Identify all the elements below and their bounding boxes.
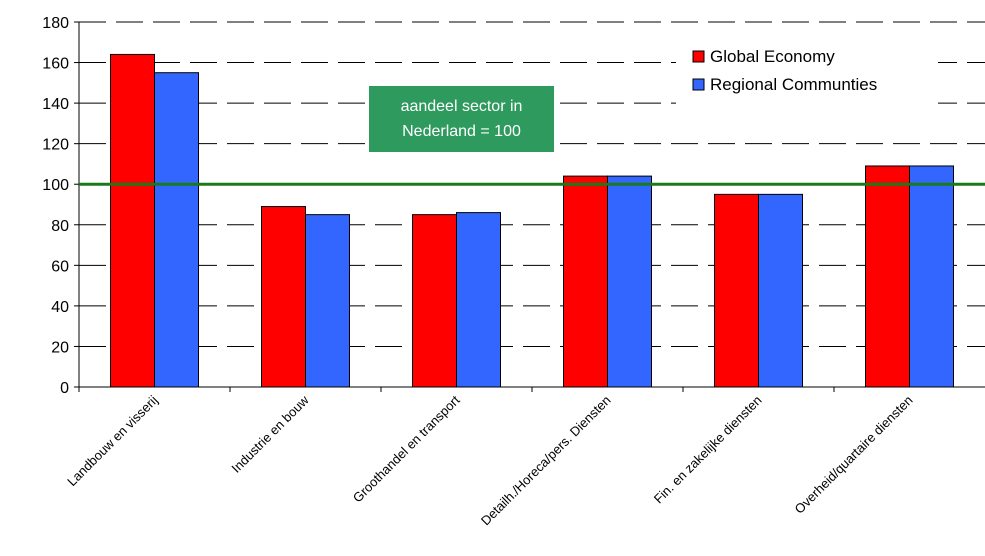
x-tick-label: Fin. en zakelijke diensten xyxy=(651,393,765,507)
x-tick-label: Groothandel en transport xyxy=(350,392,463,505)
axes xyxy=(78,22,985,392)
bar-global-economy xyxy=(714,193,759,388)
bar-regional-communties xyxy=(305,214,350,388)
bar-regional-communties xyxy=(607,175,652,388)
y-tick-label: 180 xyxy=(42,15,69,32)
bar-regional-communties xyxy=(758,193,803,388)
x-tick-label: Detailh./Horeca/pers. Diensten xyxy=(478,393,614,529)
y-tick-label: 60 xyxy=(51,258,69,275)
y-tick-label: 120 xyxy=(42,137,69,154)
x-tick-label: Landbouw en visserij xyxy=(64,392,161,489)
bar-global-economy xyxy=(412,214,457,388)
bar-regional-communties xyxy=(909,165,954,388)
y-tick-label: 140 xyxy=(42,96,69,113)
y-tick-label: 160 xyxy=(42,56,69,73)
y-tick-label: 40 xyxy=(51,299,69,316)
legend: Global Economy Regional Communties xyxy=(676,40,938,104)
bars xyxy=(110,53,954,388)
y-tick-label: 100 xyxy=(42,177,69,194)
annotation-background xyxy=(369,86,554,152)
y-tick-labels: 0 20 40 60 80 100 120 140 160 180 xyxy=(42,15,69,397)
bar-global-economy xyxy=(563,175,608,388)
legend-label-global-economy: Global Economy xyxy=(710,47,835,66)
x-tick-labels: Landbouw en visserij Industrie en bouw Gro… xyxy=(64,392,915,528)
bar-global-economy xyxy=(261,206,306,388)
y-tick-label: 80 xyxy=(51,218,69,235)
annotation-line-1: aandeel sector in xyxy=(401,98,523,115)
legend-label-regional-communties: Regional Communties xyxy=(710,75,877,94)
bar-global-economy xyxy=(865,165,910,388)
bar-regional-communties xyxy=(456,212,501,388)
x-tick-label: Industrie en bouw xyxy=(228,392,312,476)
legend-swatch-global-economy xyxy=(692,50,705,63)
legend-swatch-regional-communties xyxy=(692,78,705,91)
annotation-line-2: Nederland = 100 xyxy=(402,123,521,140)
bar-regional-communties xyxy=(154,72,199,388)
y-tick-label: 0 xyxy=(60,380,69,397)
y-tick-label: 20 xyxy=(51,339,69,356)
legend-background xyxy=(676,40,938,104)
x-tick-label: Overheid/quartaire diensten xyxy=(792,393,916,517)
bar-global-economy xyxy=(110,53,155,388)
annotation-box: aandeel sector in Nederland = 100 xyxy=(369,86,554,152)
